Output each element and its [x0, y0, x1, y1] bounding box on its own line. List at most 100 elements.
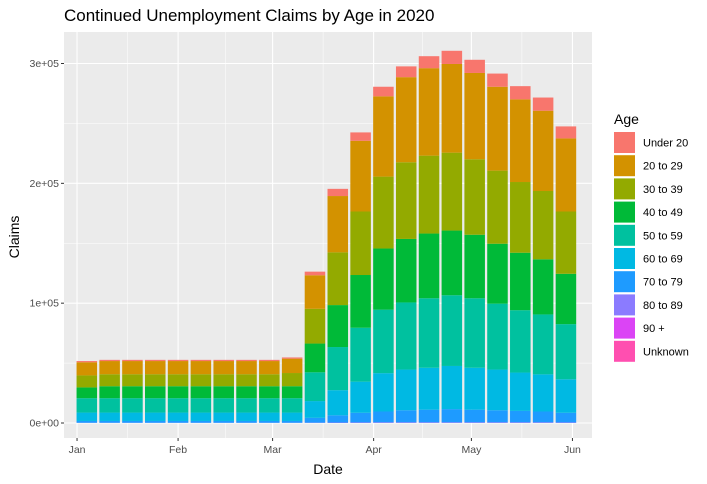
bar-segment-20-to-29 [373, 96, 394, 177]
bar-segment-30-to-39 [190, 374, 212, 387]
bar-segment-70-to-79 [259, 420, 280, 423]
bar-segment-60-to-69 [327, 390, 349, 416]
legend-key-20-to-29 [614, 155, 635, 177]
legend-key-60-to-69 [614, 248, 635, 269]
bar-segment-under-20 [281, 357, 303, 359]
bar-segment-70-to-79 [327, 415, 349, 423]
bar-segment-under-20 [510, 86, 531, 100]
bar-segment-50-to-59 [441, 295, 463, 366]
bar-segment-20-to-29 [76, 362, 98, 376]
bar-segment-30-to-39 [487, 170, 508, 244]
bar-segment-30-to-39 [99, 374, 120, 387]
bar-segment-20-to-29 [236, 361, 257, 375]
bar-segment-20-to-29 [259, 361, 280, 375]
bar-segment-60-to-69 [236, 412, 257, 421]
bar-segment-under-20 [395, 66, 417, 78]
x-tick-label: Mar [264, 444, 283, 456]
bar-segment-30-to-39 [532, 191, 554, 260]
y-tick-label: 2e+05 [30, 178, 60, 190]
bar-segment-30-to-39 [441, 152, 463, 231]
bar-segment-20-to-29 [167, 361, 189, 375]
bar-segment-under-20 [487, 73, 508, 87]
bar-segment-20-to-29 [510, 99, 531, 183]
chart-title: Continued Unemployment Claims by Age in … [64, 6, 434, 25]
bar-segment-40-to-49 [281, 386, 303, 399]
bar-segment-40-to-49 [532, 259, 554, 315]
legend: Age Under 20 20 to 29 30 to 39 40 to 49 50 t… [614, 111, 689, 362]
bar-segment-80-to-89 [395, 422, 417, 423]
bar-segment-under-20 [350, 132, 371, 141]
bar-segment-70-to-79 [76, 420, 98, 423]
legend-label: 70 to 79 [643, 277, 683, 289]
bar-segment-20-to-29 [418, 68, 440, 156]
bar-segment-30-to-39 [395, 162, 417, 239]
bar-segment-under-20 [190, 359, 212, 362]
bar-segment-40-to-49 [76, 387, 98, 399]
bar-segment-70-to-79 [373, 411, 394, 423]
bar-segment-50-to-59 [418, 298, 440, 368]
bar-segment-80-to-89 [350, 422, 371, 423]
bar-segment-20-to-29 [395, 77, 417, 163]
bar-segment-50-to-59 [555, 324, 577, 380]
bar-segment-60-to-69 [259, 412, 280, 421]
bar-segment-under-20 [76, 361, 98, 363]
legend-label: Under 20 [643, 138, 688, 150]
bar-segment-70-to-79 [487, 410, 508, 423]
bar-segment-under-20 [213, 359, 234, 362]
bar-segment-30-to-39 [350, 211, 371, 276]
bar-segment-60-to-69 [350, 381, 371, 413]
bar-segment-70-to-79 [281, 420, 303, 423]
bar-segment-40-to-49 [441, 230, 463, 296]
legend-label: 40 to 49 [643, 207, 683, 219]
bar-segment-60-to-69 [464, 367, 485, 410]
bar-segment-20-to-29 [99, 361, 120, 375]
bar-segment-30-to-39 [555, 211, 577, 274]
bar-segment-under-20 [99, 359, 120, 362]
bar-segment-40-to-49 [213, 386, 234, 399]
bar-segment-under-20 [555, 126, 577, 139]
bar-segment-30-to-39 [373, 176, 394, 249]
legend-key-90 [614, 317, 635, 339]
legend-key-under-20 [614, 132, 635, 153]
bar-segment-50-to-59 [510, 310, 531, 373]
x-tick-label: Jun [564, 444, 581, 456]
bar-segment-50-to-59 [327, 347, 349, 391]
bar-segment-30-to-39 [167, 374, 189, 387]
legend-label: 30 to 39 [643, 184, 683, 196]
bar-segment-40-to-49 [190, 386, 212, 399]
bar-segment-30-to-39 [510, 182, 531, 253]
bar-segment-70-to-79 [167, 420, 189, 423]
bar-segment-60-to-69 [122, 412, 143, 421]
legend-label: 50 to 59 [643, 230, 683, 242]
bar-segment-40-to-49 [350, 275, 371, 328]
bar-segment-70-to-79 [395, 410, 417, 423]
bar-segment-40-to-49 [373, 248, 394, 310]
bar-segment-under-20 [122, 359, 143, 362]
bar-segment-60-to-69 [76, 412, 98, 421]
bar-segment-40-to-49 [327, 305, 349, 348]
bar-segment-80-to-89 [532, 422, 554, 423]
bar-segment-70-to-79 [441, 409, 463, 423]
bar-segment-70-to-79 [122, 420, 143, 423]
bar-segment-40-to-49 [464, 234, 485, 299]
bar-segment-80-to-89 [418, 422, 440, 423]
bar-segment-60-to-69 [213, 412, 234, 421]
bar-segment-70-to-79 [144, 420, 166, 423]
bar-segment-60-to-69 [395, 369, 417, 411]
bar-segment-40-to-49 [99, 386, 120, 399]
bar-segment-50-to-59 [259, 398, 280, 413]
bar-segment-70-to-79 [236, 420, 257, 423]
bar-segment-70-to-79 [510, 410, 531, 423]
bar-segment-40-to-49 [167, 386, 189, 399]
bar-segment-under-20 [144, 359, 166, 362]
bar-segment-30-to-39 [418, 155, 440, 234]
bar-segment-40-to-49 [259, 386, 280, 399]
bar-segment-50-to-59 [76, 398, 98, 413]
bar-segment-50-to-59 [190, 398, 212, 413]
bar-segment-50-to-59 [99, 398, 120, 413]
bars-layer [76, 50, 577, 423]
bar-segment-60-to-69 [555, 379, 577, 413]
bar-segment-80-to-89 [555, 422, 577, 423]
y-axis-title: Claims [6, 216, 22, 259]
